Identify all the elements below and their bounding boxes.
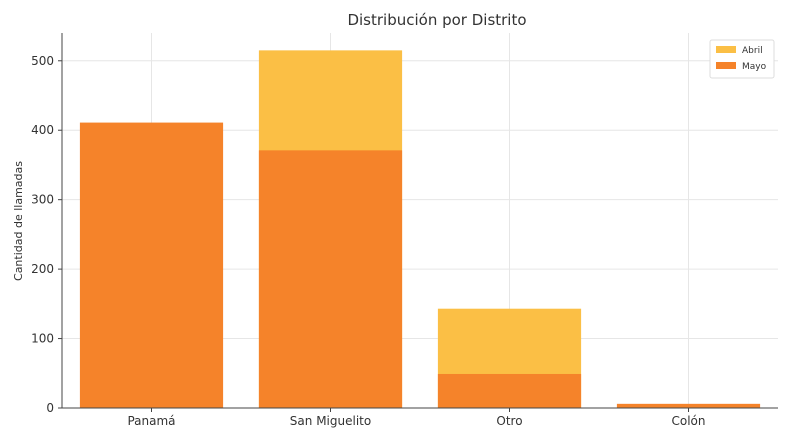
y-tick-label: 400: [31, 123, 54, 137]
y-tick-label: 500: [31, 54, 54, 68]
legend-label-abril: Abril: [742, 46, 763, 56]
y-tick-label: 300: [31, 193, 54, 207]
x-tick-label: Colón: [671, 414, 705, 428]
x-tick-label: Panamá: [127, 414, 175, 428]
x-tick-label: San Miguelito: [290, 414, 371, 428]
bar-mayo-1: [258, 150, 403, 408]
x-tick-label: Otro: [496, 414, 522, 428]
y-tick-label: 0: [46, 401, 54, 415]
y-tick-label: 200: [31, 262, 54, 276]
legend-swatch-mayo: [716, 62, 736, 69]
legend-swatch-abril: [716, 46, 736, 53]
legend-label-mayo: Mayo: [742, 62, 767, 72]
y-ticks: 0 100 200 300 400 500: [31, 54, 62, 415]
bars: [79, 50, 761, 408]
bar-mayo-3: [616, 403, 761, 408]
legend: Abril Mayo: [709, 39, 775, 79]
y-tick-label: 100: [31, 332, 54, 346]
x-ticks: Panamá San Miguelito Otro Colón: [127, 408, 706, 428]
chart-title: Distribución por Distrito: [347, 11, 526, 29]
y-axis-label: Cantidad de llamadas: [12, 161, 25, 281]
axes: [61, 33, 778, 409]
bar-mayo-0: [79, 122, 224, 408]
bar-mayo-2: [437, 373, 582, 408]
